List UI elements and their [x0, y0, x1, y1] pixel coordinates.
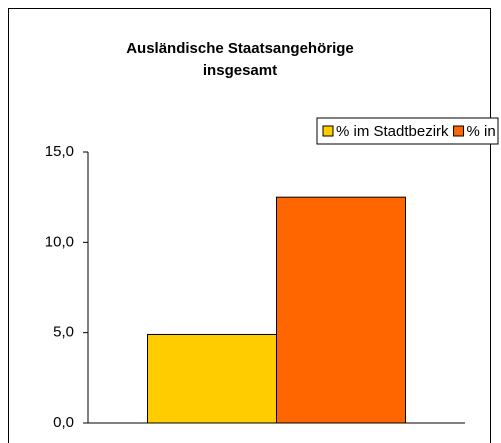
y-tick-label: 5,0 — [53, 324, 74, 341]
y-tick-label: 10,0 — [45, 233, 74, 250]
legend-label: % im Stadtbezirk — [336, 123, 449, 140]
bar — [276, 196, 406, 424]
chart-title: Ausländische Staatsangehörige insgesamt — [126, 40, 354, 79]
legend-swatch — [322, 125, 334, 137]
bar — [147, 333, 277, 424]
y-tick-label: 15,0 — [45, 143, 74, 160]
legend-label: % in Freiburg — [467, 123, 501, 140]
y-tick-label: 0,0 — [53, 414, 74, 431]
legend-swatch — [453, 125, 465, 137]
legend — [316, 117, 499, 145]
